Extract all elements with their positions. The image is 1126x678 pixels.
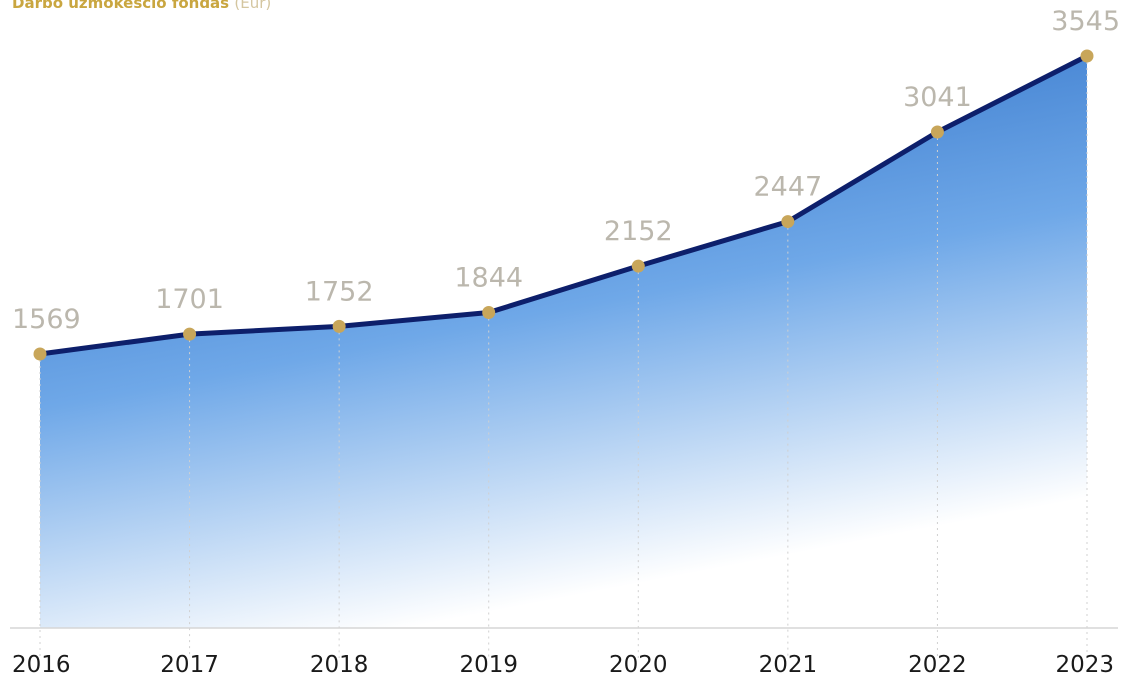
x-tick-label-2019: 2019 <box>459 652 518 678</box>
chart-title: Darbo užmokesčio fondas (Eur) <box>12 0 271 12</box>
data-point-2021 <box>781 215 795 229</box>
chart-title-unit: (Eur) <box>234 0 272 12</box>
x-tick-label-2017: 2017 <box>160 652 219 678</box>
value-label-2023: 3545 <box>1051 6 1120 37</box>
value-label-2016: 1569 <box>12 304 81 335</box>
value-label-2018: 1752 <box>305 276 374 307</box>
x-tick-label-2020: 2020 <box>609 652 668 678</box>
value-label-2021: 2447 <box>753 172 822 203</box>
data-point-2019 <box>482 306 496 320</box>
data-point-2017 <box>183 327 197 341</box>
series-line <box>37 53 1090 357</box>
value-label-2022: 3041 <box>903 82 972 113</box>
value-label-2019: 1844 <box>454 263 523 294</box>
area-fill <box>40 56 1087 628</box>
value-label-2017: 1701 <box>155 284 224 315</box>
chart-title-main: Darbo užmokesčio fondas <box>12 0 230 12</box>
data-point-2020 <box>631 259 645 273</box>
x-tick-label-2022: 2022 <box>908 652 967 678</box>
data-point-2018 <box>332 319 346 333</box>
data-point-2023 <box>1080 49 1094 63</box>
x-tick-label-2021: 2021 <box>759 652 818 678</box>
x-tick-label-2023: 2023 <box>1055 652 1114 678</box>
x-tick-label-2018: 2018 <box>310 652 369 678</box>
value-label-2020: 2152 <box>604 216 673 247</box>
data-point-2022 <box>930 125 944 139</box>
data-point-2016 <box>33 347 47 361</box>
x-tick-label-2016: 2016 <box>12 652 71 678</box>
